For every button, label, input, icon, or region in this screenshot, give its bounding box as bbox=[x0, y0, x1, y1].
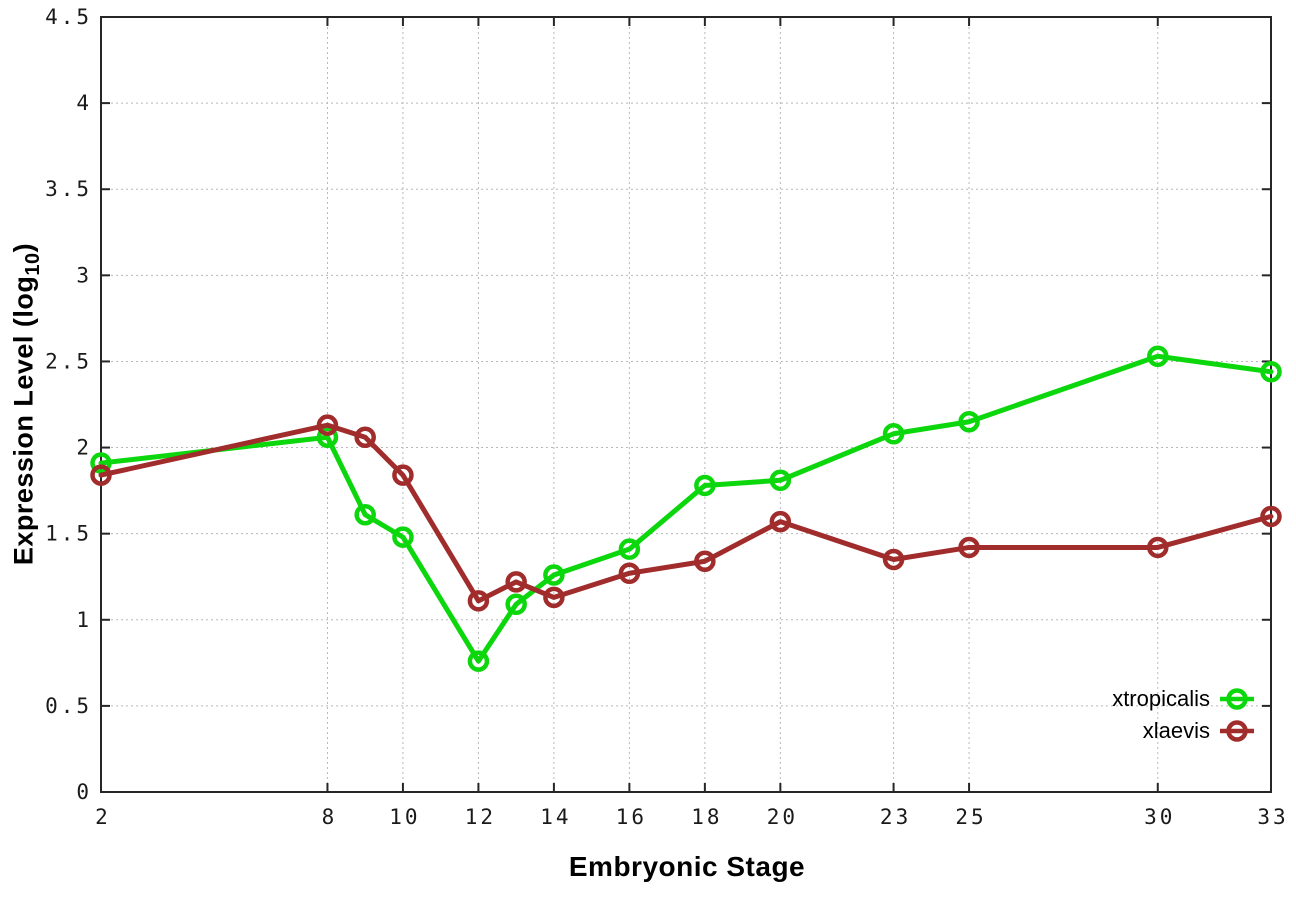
y-axis-title-subscript: 10 bbox=[21, 252, 44, 276]
data-point-marker bbox=[694, 550, 716, 572]
y-tick-label: 1 bbox=[76, 608, 92, 632]
legend-item-xtropicalis: xtropicalis bbox=[1112, 683, 1254, 715]
data-point-marker bbox=[354, 503, 376, 526]
y-tick-label: 4 bbox=[76, 91, 92, 115]
x-tick-label: 12 bbox=[465, 805, 496, 829]
series-xlaevis bbox=[90, 414, 1282, 612]
x-tick-label: 23 bbox=[880, 805, 911, 829]
y-tick-label: 2.5 bbox=[45, 349, 92, 373]
x-tick-label: 20 bbox=[767, 805, 798, 829]
data-point-marker bbox=[958, 536, 980, 559]
data-point-marker bbox=[694, 474, 716, 497]
y-tick-label: 1.5 bbox=[45, 522, 92, 546]
legend-sample-line-icon bbox=[1220, 688, 1254, 710]
x-tick-label: 10 bbox=[389, 805, 420, 829]
data-point-marker bbox=[316, 414, 339, 436]
data-point-marker bbox=[392, 526, 414, 548]
data-point-marker bbox=[1260, 505, 1282, 528]
data-point-marker bbox=[354, 426, 376, 448]
data-point-marker bbox=[882, 548, 905, 571]
data-point-marker bbox=[1147, 536, 1169, 559]
gridlines bbox=[101, 17, 1271, 792]
x-tick-label: 18 bbox=[691, 805, 722, 829]
data-point-marker bbox=[1147, 345, 1169, 368]
data-point-marker bbox=[543, 586, 565, 609]
y-tick-label: 0.5 bbox=[45, 694, 92, 718]
y-tick-label: 3.5 bbox=[45, 177, 92, 201]
x-tick-label: 14 bbox=[540, 805, 571, 829]
data-point-marker bbox=[882, 423, 905, 445]
data-point-marker bbox=[618, 562, 641, 585]
x-tick-label: 25 bbox=[955, 805, 986, 829]
legend: xtropicalis xlaevis bbox=[1112, 683, 1254, 747]
data-point-marker bbox=[618, 538, 641, 560]
data-point-marker bbox=[505, 571, 527, 593]
x-tick-label: 30 bbox=[1144, 805, 1175, 829]
y-tick-label: 4.5 bbox=[45, 5, 92, 29]
data-point-marker bbox=[505, 593, 527, 616]
x-axis-title: Embryonic Stage bbox=[568, 851, 806, 882]
series-xtropicalis bbox=[90, 345, 1282, 672]
series-line bbox=[98, 422, 1274, 604]
y-tick-label: 0 bbox=[76, 780, 92, 804]
data-point-marker bbox=[958, 410, 980, 433]
legend-item-xlaevis: xlaevis bbox=[1143, 715, 1254, 747]
data-point-marker bbox=[467, 650, 490, 672]
y-tick-label: 3 bbox=[76, 263, 92, 287]
data-point-marker bbox=[316, 426, 339, 448]
data-point-marker bbox=[1260, 361, 1282, 383]
data-point-marker bbox=[90, 464, 112, 486]
y-axis-title: Expression Level (log10) bbox=[8, 242, 44, 566]
plot-border bbox=[100, 16, 1272, 793]
x-tick-label: 16 bbox=[616, 805, 647, 829]
y-axis-title-text: Expression Level (log bbox=[8, 275, 39, 566]
y-tick-label: 2 bbox=[76, 436, 92, 460]
x-tick-label: 8 bbox=[322, 805, 338, 829]
data-point-marker bbox=[769, 510, 792, 533]
data-point-marker bbox=[392, 464, 414, 486]
x-tick-label: 33 bbox=[1257, 805, 1288, 829]
tick-labels: 0 0.5 1 1.5 2 2.5 3 3.5 4 4.5 2 8 10 12 14 16 18 20 23 25 30… bbox=[45, 5, 1288, 829]
data-point-marker bbox=[769, 469, 792, 492]
series-line bbox=[98, 353, 1274, 664]
data-point-marker bbox=[90, 452, 112, 474]
legend-label: xlaevis bbox=[1142, 718, 1210, 743]
x-tick-label: 2 bbox=[95, 805, 111, 829]
legend-sample-line-icon bbox=[1220, 720, 1254, 742]
y-axis-title-close: ) bbox=[8, 242, 39, 253]
data-point-marker bbox=[543, 564, 565, 586]
data-point-marker bbox=[467, 590, 490, 612]
tick-marks bbox=[100, 16, 1272, 793]
legend-label: xtropicalis bbox=[1112, 686, 1210, 711]
